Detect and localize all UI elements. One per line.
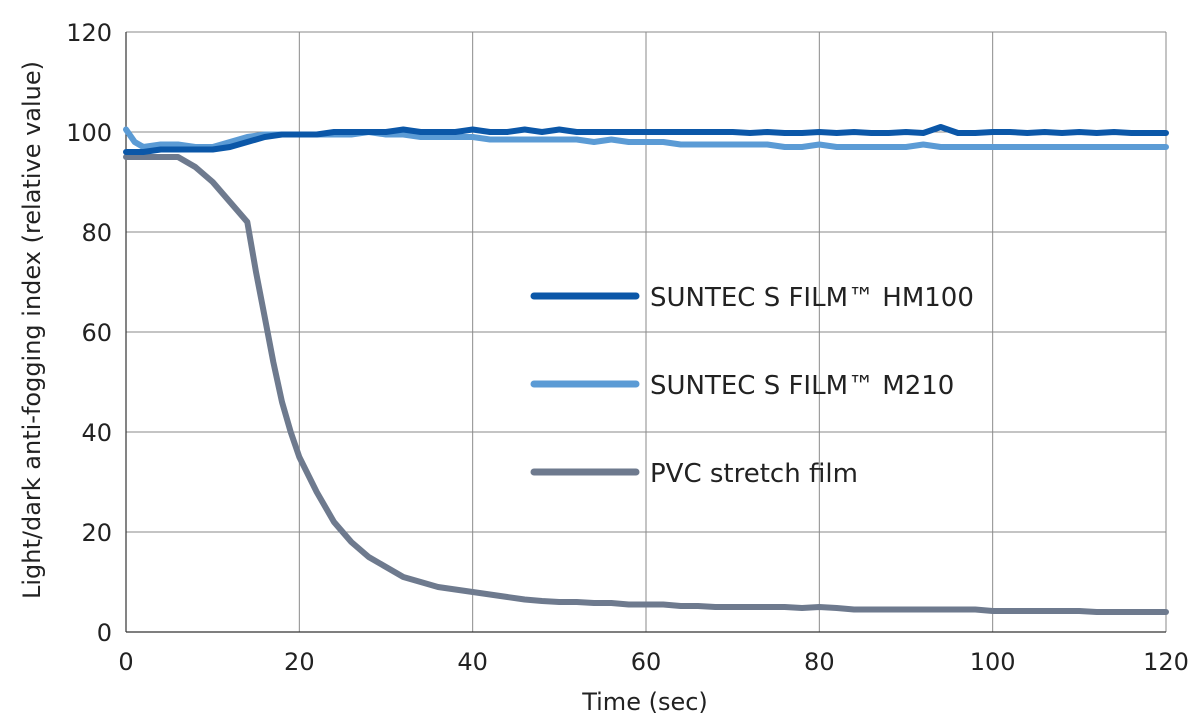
y-tick-label: 40 [81, 419, 112, 447]
legend-label: SUNTEC S FILM™ M210 [650, 371, 954, 401]
series-lines [123, 124, 1169, 615]
x-tick-label: 100 [970, 648, 1016, 676]
grid [126, 31, 1167, 632]
x-tick-label: 20 [284, 648, 315, 676]
y-tick-label: 60 [81, 319, 112, 347]
legend-item: SUNTEC S FILM™ M210 [530, 371, 954, 401]
series-line-3 [123, 154, 1169, 615]
x-tick-label: 120 [1143, 648, 1189, 676]
x-tick-label: 40 [457, 648, 488, 676]
y-tick-label: 100 [66, 119, 112, 147]
legend-item: PVC stretch film [530, 459, 858, 489]
y-tick-label: 80 [81, 219, 112, 247]
y-tick-label: 120 [66, 19, 112, 47]
y-tick-label: 0 [97, 619, 112, 647]
legend-label: SUNTEC S FILM™ HM100 [650, 283, 974, 313]
series-line-1 [123, 124, 1169, 155]
x-tick-label: 60 [631, 648, 662, 676]
y-tick-label: 20 [81, 519, 112, 547]
x-tick-label: 80 [804, 648, 835, 676]
legend-label: PVC stretch film [650, 459, 858, 489]
legend: SUNTEC S FILM™ HM100 SUNTEC S FILM™ M210 P… [530, 283, 974, 489]
x-tick-label: 0 [118, 648, 133, 676]
y-axis-label: Light/dark anti-fogging index (relative … [18, 61, 46, 599]
legend-item: SUNTEC S FILM™ HM100 [530, 283, 974, 313]
tick-labels: 0 20 40 60 80 100 120 0 20 40 60 80 100 120 [66, 19, 1189, 676]
x-axis-label: Time (sec) [581, 688, 708, 716]
